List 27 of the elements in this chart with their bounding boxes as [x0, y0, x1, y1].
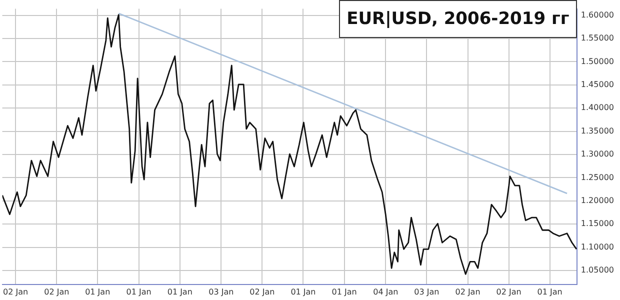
x-tick-label: 01 Jan — [167, 287, 192, 296]
x-tick-label: 01 Jan — [537, 287, 562, 296]
x-tick-label: 01 Jan — [290, 287, 316, 296]
y-tick-label: 1.15000 — [580, 219, 614, 228]
y-tick-label: 1.50000 — [580, 56, 614, 66]
y-tick-label: 1.60000 — [580, 10, 614, 20]
y-tick-label: 1.40000 — [580, 103, 614, 112]
x-tick-label: 01 Jan — [332, 287, 357, 296]
x-tick-label: 02 Jan — [496, 287, 522, 296]
x-tick-label: 02 Jan — [3, 287, 28, 296]
x-tick-label: 01 Jan — [126, 287, 152, 296]
y-tick-label: 1.35000 — [580, 126, 614, 136]
y-tick-label: 1.25000 — [580, 172, 614, 182]
y-tick-label: 1.55000 — [580, 34, 614, 43]
chart-title: EUR|USD, 2006-2019 гг — [338, 0, 577, 38]
x-tick-label: 02 Jan — [250, 287, 275, 296]
x-tick-label: 03 Jan — [208, 287, 234, 296]
y-tick-label: 1.10000 — [580, 242, 614, 252]
x-tick-label: 02 Jan — [455, 287, 480, 296]
x-tick-label: 04 Jan — [373, 287, 398, 296]
y-tick-label: 1.20000 — [580, 196, 614, 205]
x-tick-label: 01 Jan — [85, 287, 110, 296]
y-tick-label: 1.45000 — [580, 80, 614, 89]
x-tick-label: 02 Jan — [44, 287, 70, 296]
x-tick-label: 03 Jan — [414, 287, 440, 296]
y-tick-label: 1.05000 — [580, 266, 614, 275]
y-tick-label: 1.30000 — [580, 150, 614, 159]
